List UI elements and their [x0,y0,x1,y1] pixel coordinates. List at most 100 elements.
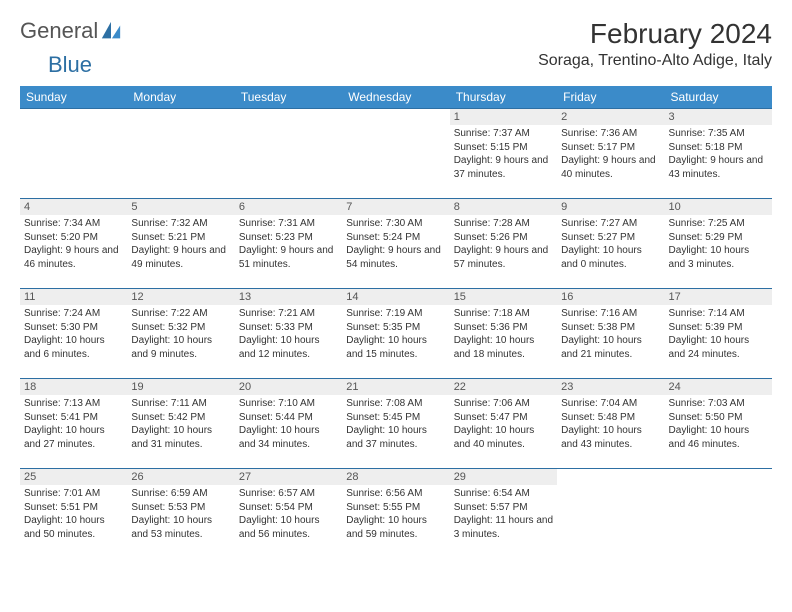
day-details: Sunrise: 6:59 AMSunset: 5:53 PMDaylight:… [127,485,234,545]
day-details: Sunrise: 7:28 AMSunset: 5:26 PMDaylight:… [450,215,557,275]
day-header: Saturday [665,86,772,109]
day-details: Sunrise: 7:18 AMSunset: 5:36 PMDaylight:… [450,305,557,365]
day-details: Sunrise: 7:04 AMSunset: 5:48 PMDaylight:… [557,395,664,455]
calendar-day-cell: 19Sunrise: 7:11 AMSunset: 5:42 PMDayligh… [127,379,234,469]
calendar-day-cell: 9Sunrise: 7:27 AMSunset: 5:27 PMDaylight… [557,199,664,289]
calendar-day-cell: 18Sunrise: 7:13 AMSunset: 5:41 PMDayligh… [20,379,127,469]
day-details: Sunrise: 7:10 AMSunset: 5:44 PMDaylight:… [235,395,342,455]
calendar-day-cell: 22Sunrise: 7:06 AMSunset: 5:47 PMDayligh… [450,379,557,469]
day-number: 27 [235,469,342,485]
day-number: 6 [235,199,342,215]
day-number: 16 [557,289,664,305]
calendar-day-cell: 5Sunrise: 7:32 AMSunset: 5:21 PMDaylight… [127,199,234,289]
day-details: Sunrise: 7:01 AMSunset: 5:51 PMDaylight:… [20,485,127,545]
calendar-day-cell: 2Sunrise: 7:36 AMSunset: 5:17 PMDaylight… [557,109,664,199]
calendar-day-cell: 6Sunrise: 7:31 AMSunset: 5:23 PMDaylight… [235,199,342,289]
calendar-day-cell: 27Sunrise: 6:57 AMSunset: 5:54 PMDayligh… [235,469,342,559]
calendar-day-cell: 24Sunrise: 7:03 AMSunset: 5:50 PMDayligh… [665,379,772,469]
day-number: 3 [665,109,772,125]
logo-text-general: General [20,18,98,44]
day-number: 24 [665,379,772,395]
day-number: 20 [235,379,342,395]
calendar-day-cell: 1Sunrise: 7:37 AMSunset: 5:15 PMDaylight… [450,109,557,199]
calendar-week-row: 18Sunrise: 7:13 AMSunset: 5:41 PMDayligh… [20,379,772,469]
day-number: 21 [342,379,449,395]
day-number: 8 [450,199,557,215]
day-details: Sunrise: 7:34 AMSunset: 5:20 PMDaylight:… [20,215,127,275]
calendar-week-row: 25Sunrise: 7:01 AMSunset: 5:51 PMDayligh… [20,469,772,559]
calendar-day-cell: 25Sunrise: 7:01 AMSunset: 5:51 PMDayligh… [20,469,127,559]
calendar-day-cell: 14Sunrise: 7:19 AMSunset: 5:35 PMDayligh… [342,289,449,379]
calendar-header-row: SundayMondayTuesdayWednesdayThursdayFrid… [20,86,772,109]
day-number: 29 [450,469,557,485]
day-details: Sunrise: 7:32 AMSunset: 5:21 PMDaylight:… [127,215,234,275]
calendar-day-cell: 28Sunrise: 6:56 AMSunset: 5:55 PMDayligh… [342,469,449,559]
calendar-week-row: 4Sunrise: 7:34 AMSunset: 5:20 PMDaylight… [20,199,772,289]
day-number: 13 [235,289,342,305]
calendar-week-row: ........1Sunrise: 7:37 AMSunset: 5:15 PM… [20,109,772,199]
day-details: Sunrise: 7:22 AMSunset: 5:32 PMDaylight:… [127,305,234,365]
calendar-day-cell: 10Sunrise: 7:25 AMSunset: 5:29 PMDayligh… [665,199,772,289]
day-number: 18 [20,379,127,395]
calendar-day-cell: 15Sunrise: 7:18 AMSunset: 5:36 PMDayligh… [450,289,557,379]
day-details: Sunrise: 7:30 AMSunset: 5:24 PMDaylight:… [342,215,449,275]
day-number: 4 [20,199,127,215]
day-details: Sunrise: 7:19 AMSunset: 5:35 PMDaylight:… [342,305,449,365]
calendar-day-cell: .. [235,109,342,199]
day-number: 9 [557,199,664,215]
page-title: February 2024 [538,18,772,50]
day-header: Sunday [20,86,127,109]
day-details: Sunrise: 7:31 AMSunset: 5:23 PMDaylight:… [235,215,342,275]
calendar-day-cell: 26Sunrise: 6:59 AMSunset: 5:53 PMDayligh… [127,469,234,559]
sail-icon [100,20,122,42]
day-header: Monday [127,86,234,109]
day-details: Sunrise: 7:35 AMSunset: 5:18 PMDaylight:… [665,125,772,185]
calendar-day-cell: .. [557,469,664,559]
calendar-day-cell: 17Sunrise: 7:14 AMSunset: 5:39 PMDayligh… [665,289,772,379]
calendar-day-cell: 8Sunrise: 7:28 AMSunset: 5:26 PMDaylight… [450,199,557,289]
calendar-week-row: 11Sunrise: 7:24 AMSunset: 5:30 PMDayligh… [20,289,772,379]
day-details: Sunrise: 7:24 AMSunset: 5:30 PMDaylight:… [20,305,127,365]
day-details: Sunrise: 7:11 AMSunset: 5:42 PMDaylight:… [127,395,234,455]
day-details: Sunrise: 6:57 AMSunset: 5:54 PMDaylight:… [235,485,342,545]
calendar-day-cell: .. [20,109,127,199]
calendar-day-cell: .. [127,109,234,199]
day-details: Sunrise: 7:08 AMSunset: 5:45 PMDaylight:… [342,395,449,455]
day-number: 14 [342,289,449,305]
day-header: Friday [557,86,664,109]
day-number: 10 [665,199,772,215]
day-number: 19 [127,379,234,395]
logo-text-blue: Blue [48,52,792,78]
day-details: Sunrise: 7:14 AMSunset: 5:39 PMDaylight:… [665,305,772,365]
day-header: Wednesday [342,86,449,109]
calendar-day-cell: 23Sunrise: 7:04 AMSunset: 5:48 PMDayligh… [557,379,664,469]
day-number: 15 [450,289,557,305]
calendar-day-cell: 4Sunrise: 7:34 AMSunset: 5:20 PMDaylight… [20,199,127,289]
calendar-day-cell: .. [342,109,449,199]
day-number: 12 [127,289,234,305]
calendar-day-cell: 11Sunrise: 7:24 AMSunset: 5:30 PMDayligh… [20,289,127,379]
day-details: Sunrise: 7:27 AMSunset: 5:27 PMDaylight:… [557,215,664,275]
calendar-day-cell: .. [665,469,772,559]
calendar-day-cell: 16Sunrise: 7:16 AMSunset: 5:38 PMDayligh… [557,289,664,379]
calendar-table: SundayMondayTuesdayWednesdayThursdayFrid… [20,86,772,559]
day-number: 26 [127,469,234,485]
day-number: 23 [557,379,664,395]
day-number: 2 [557,109,664,125]
day-details: Sunrise: 7:21 AMSunset: 5:33 PMDaylight:… [235,305,342,365]
day-number: 5 [127,199,234,215]
day-details: Sunrise: 7:25 AMSunset: 5:29 PMDaylight:… [665,215,772,275]
calendar-day-cell: 13Sunrise: 7:21 AMSunset: 5:33 PMDayligh… [235,289,342,379]
calendar-day-cell: 21Sunrise: 7:08 AMSunset: 5:45 PMDayligh… [342,379,449,469]
calendar-day-cell: 29Sunrise: 6:54 AMSunset: 5:57 PMDayligh… [450,469,557,559]
day-number: 17 [665,289,772,305]
day-header: Tuesday [235,86,342,109]
day-number: 7 [342,199,449,215]
day-details: Sunrise: 7:06 AMSunset: 5:47 PMDaylight:… [450,395,557,455]
calendar-day-cell: 3Sunrise: 7:35 AMSunset: 5:18 PMDaylight… [665,109,772,199]
day-number: 28 [342,469,449,485]
day-number: 22 [450,379,557,395]
day-details: Sunrise: 6:56 AMSunset: 5:55 PMDaylight:… [342,485,449,545]
day-details: Sunrise: 7:36 AMSunset: 5:17 PMDaylight:… [557,125,664,185]
calendar-body: ........1Sunrise: 7:37 AMSunset: 5:15 PM… [20,109,772,559]
